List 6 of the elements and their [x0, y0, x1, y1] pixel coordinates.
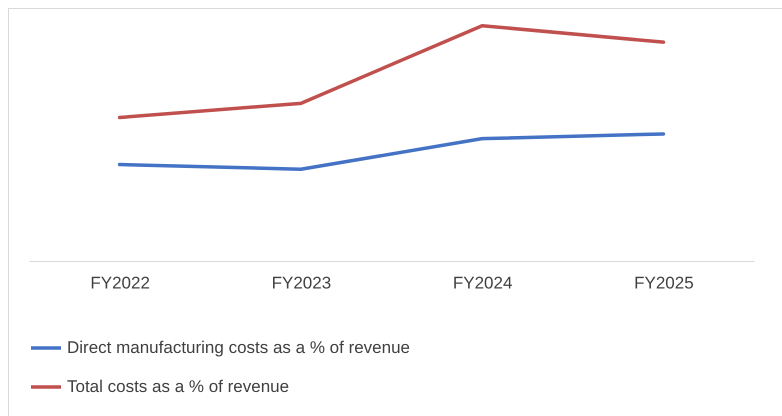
x-tick-label: FY2023: [272, 274, 332, 292]
x-tick-label: FY2022: [90, 274, 150, 292]
legend-label: Total costs as a % of revenue: [67, 377, 290, 396]
x-tick-label: FY2024: [452, 274, 512, 292]
x-tick-label: FY2025: [634, 274, 694, 292]
legend-label: Direct manufacturing costs as a % of revenue: [67, 338, 410, 357]
